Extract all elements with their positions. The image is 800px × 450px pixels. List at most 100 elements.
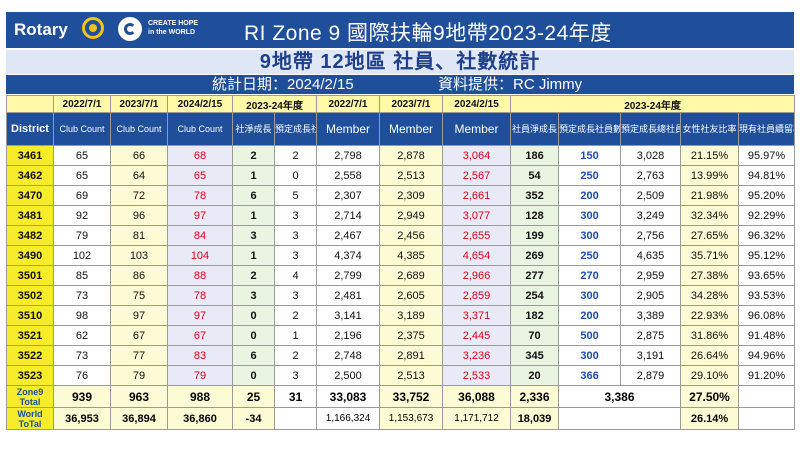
data-cell: 2,655 [442, 225, 512, 246]
column-header: 社員淨成長 [510, 112, 560, 146]
district-cell: 3523 [6, 365, 54, 386]
data-cell: 93.65% [738, 265, 796, 286]
zone-total-row: Zone9 Total 939 963 988 25 31 33,083 33,… [6, 385, 796, 408]
data-cell: 6 [232, 345, 275, 366]
data-cell: 4,635 [620, 245, 682, 266]
data-cell: 2,309 [379, 185, 444, 206]
header-row-years: 2022/7/1 2023/7/1 2024/2/15 2023-24年度 20… [6, 95, 796, 113]
data-cell: 300 [558, 225, 622, 246]
info-bar: 統計日期：2024/2/15 資料提供：RC Jimmy [6, 75, 794, 94]
total-cell [738, 407, 796, 430]
data-cell: 2,748 [316, 345, 381, 366]
data-cell: 250 [558, 165, 622, 186]
total-cell: 1,166,324 [316, 407, 381, 430]
column-header: 現有社員續留率 [738, 112, 796, 146]
data-cell: 3,028 [620, 145, 682, 166]
data-cell: 97 [167, 305, 233, 326]
table-row: 3501 85 86 88 2 4 2,799 2,689 2,966 277 270 2,959 27… [6, 265, 796, 286]
total-cell: 36,894 [110, 407, 168, 430]
data-cell: 78 [167, 285, 233, 306]
data-cell: 3,064 [442, 145, 512, 166]
data-cell: 4 [273, 265, 318, 286]
data-cell: 345 [510, 345, 560, 366]
world-total-label: World ToTal [6, 407, 54, 430]
column-header: 預定成長總社員數 [620, 112, 682, 146]
data-cell: 94.96% [738, 345, 796, 366]
data-cell: 254 [510, 285, 560, 306]
world-total-row: World ToTal 36,953 36,894 36,860 -34 1,1… [6, 407, 796, 430]
district-cell: 3470 [6, 185, 54, 206]
data-cell: 277 [510, 265, 560, 286]
data-cell: 200 [558, 185, 622, 206]
year-header: 2022/7/1 [53, 95, 111, 113]
data-cell: 3 [273, 205, 318, 226]
table-row: 3490 102 103 104 1 3 4,374 4,385 4,654 269 250 4,63… [6, 245, 796, 266]
year-header: 2023-24年度 [510, 95, 796, 113]
data-cell: 2,513 [379, 165, 444, 186]
column-header: 女性社友比率 [680, 112, 740, 146]
data-cell: 27.65% [680, 225, 740, 246]
table-row: 3470 69 72 78 6 5 2,307 2,309 2,661 352 200 2,509 21… [6, 185, 796, 206]
column-header: Club Count [53, 112, 111, 146]
column-header: Club Count [167, 112, 233, 146]
data-cell: 2,859 [442, 285, 512, 306]
data-cell: 300 [558, 285, 622, 306]
data-cell: 95.20% [738, 185, 796, 206]
total-cell: 1,171,712 [442, 407, 512, 430]
table-row: 3510 98 97 97 0 2 3,141 3,189 3,371 182 200 3,389 22… [6, 305, 796, 326]
district-cell: 3462 [6, 165, 54, 186]
total-cell: 36,088 [442, 385, 512, 408]
data-cell: 83 [167, 345, 233, 366]
rotary-wheel-icon [82, 17, 104, 39]
data-cell: 3,389 [620, 305, 682, 326]
data-cell: 1 [232, 165, 275, 186]
data-cell: 2,763 [620, 165, 682, 186]
data-cell: 92.29% [738, 205, 796, 226]
data-cell: 88 [167, 265, 233, 286]
data-cell: 70 [510, 325, 560, 346]
data-cell: 66 [110, 145, 168, 166]
data-cell: 2,533 [442, 365, 512, 386]
total-cell [273, 407, 318, 430]
data-cell: 2 [232, 145, 275, 166]
year-header: 2024/2/15 [442, 95, 512, 113]
data-cell: 3,249 [620, 205, 682, 226]
table-row: 3523 76 79 79 0 3 2,500 2,513 2,533 20 366 2,879 29.… [6, 365, 796, 386]
data-cell: 4,654 [442, 245, 512, 266]
data-cell: 76 [53, 365, 111, 386]
data-cell: 200 [558, 305, 622, 326]
data-cell: 2,481 [316, 285, 381, 306]
data-cell: 2,875 [620, 325, 682, 346]
data-cell: 69 [53, 185, 111, 206]
data-cell: 2,879 [620, 365, 682, 386]
data-cell: 352 [510, 185, 560, 206]
data-cell: 4,385 [379, 245, 444, 266]
district-cell: 3490 [6, 245, 54, 266]
header-row-columns: District Club Count Club Count Club Coun… [6, 112, 796, 146]
data-cell: 31.86% [680, 325, 740, 346]
data-cell: 0 [232, 325, 275, 346]
data-cell: 98 [53, 305, 111, 326]
total-cell: 33,752 [379, 385, 444, 408]
table-row: 3522 73 77 83 6 2 2,748 2,891 3,236 345 300 3,191 26… [6, 345, 796, 366]
data-cell: 3 [273, 285, 318, 306]
year-header: 2023/7/1 [379, 95, 444, 113]
table-row: 3481 92 96 97 1 3 2,714 2,949 3,077 128 300 3,249 32… [6, 205, 796, 226]
data-cell: 2,966 [442, 265, 512, 286]
data-cell: 2,798 [316, 145, 381, 166]
data-cell: 2,949 [379, 205, 444, 226]
data-cell: 29.10% [680, 365, 740, 386]
data-cell: 73 [53, 285, 111, 306]
total-cell: 1,153,673 [379, 407, 444, 430]
data-cell: 300 [558, 345, 622, 366]
data-cell: 79 [167, 365, 233, 386]
data-cell: 3 [232, 285, 275, 306]
district-cell: 3482 [6, 225, 54, 246]
data-cell: 34.28% [680, 285, 740, 306]
total-cell: 988 [167, 385, 233, 408]
header-banner: Rotary CREATE HOPE in the WORLD RI Zone … [6, 12, 794, 48]
data-cell: 1 [232, 205, 275, 226]
data-cell: 21.98% [680, 185, 740, 206]
data-cell: 182 [510, 305, 560, 326]
data-cell: 6 [232, 185, 275, 206]
